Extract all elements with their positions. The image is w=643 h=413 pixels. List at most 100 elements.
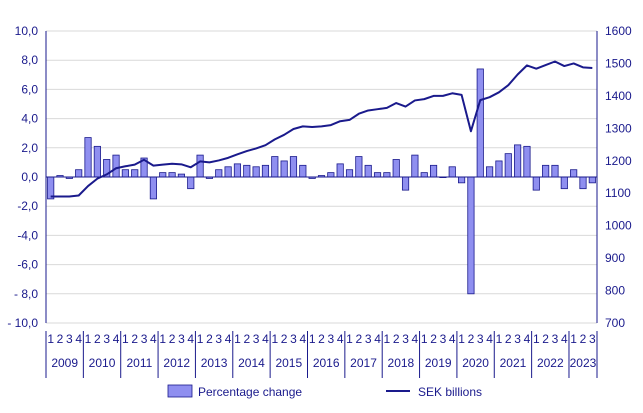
right-tick-label: 1300: [605, 121, 632, 135]
bar: [187, 176, 195, 190]
legend-swatch-percentage-change: [167, 384, 193, 398]
right-axis: 1600 1500 1400 1300 1200 1100 1000 900 800 700: [596, 24, 632, 330]
bar: [411, 154, 419, 178]
quarter-label: 3: [365, 332, 372, 346]
quarter-label: 4: [187, 332, 194, 346]
left-tick-label: 4,0: [21, 112, 38, 126]
quarter-label: 1: [496, 332, 503, 346]
quarter-label: 2: [542, 332, 549, 346]
quarter-label: 4: [486, 332, 493, 346]
line-series-sek-billions: [50, 60, 593, 198]
bar: [215, 169, 223, 178]
quarter-label: 4: [561, 332, 568, 346]
quarter-label: 2: [243, 332, 250, 346]
left-tick-label: - 10,0: [7, 316, 38, 330]
left-tick-label: 2,0: [21, 141, 38, 155]
right-tick-label: 700: [605, 316, 625, 330]
bar: [261, 164, 270, 178]
bar: [588, 176, 596, 184]
bar: [327, 172, 335, 178]
quarter-label: 1: [234, 332, 241, 346]
quarter-label: 2: [430, 332, 437, 346]
year-label: 2018: [388, 356, 415, 370]
left-tick-label: 8,0: [21, 53, 38, 67]
quarter-label: 1: [122, 332, 129, 346]
quarter-label: 3: [103, 332, 110, 346]
bar: [84, 137, 92, 178]
bar: [149, 176, 157, 200]
quarter-label: 3: [253, 332, 260, 346]
left-tick-label: -2,0: [17, 199, 38, 213]
year-label: 2010: [89, 356, 116, 370]
year-label: 2015: [275, 356, 302, 370]
year-label: 2023: [570, 356, 597, 370]
year-label: 2022: [537, 356, 564, 370]
quarter-label: 2: [131, 332, 138, 346]
legend: Percentage change SEK billions: [167, 384, 482, 399]
quarter-label: 2: [281, 332, 288, 346]
quarter-label: 3: [402, 332, 409, 346]
right-tick-label: 900: [605, 251, 625, 265]
year-label: 2009: [51, 356, 78, 370]
bar: [467, 176, 475, 295]
left-tick-label: - 8,0: [14, 287, 38, 301]
quarter-label: 4: [150, 332, 157, 346]
bar: [532, 176, 540, 191]
left-tick-label: -6,0: [17, 258, 38, 272]
quarter-label: 2: [505, 332, 512, 346]
quarter-label: 1: [159, 332, 166, 346]
bar: [75, 169, 83, 178]
bar: [233, 163, 242, 178]
quarter-label: 2: [318, 332, 325, 346]
bar: [299, 164, 307, 178]
year-label: 2020: [462, 356, 489, 370]
quarter-label: 4: [299, 332, 306, 346]
quarter-label: 1: [47, 332, 54, 346]
bar: [392, 159, 400, 178]
quarter-label: 2: [169, 332, 176, 346]
quarter-label: 3: [178, 332, 185, 346]
quarter-label: 1: [421, 332, 428, 346]
bar: [243, 164, 251, 178]
bar: [336, 163, 344, 178]
bar: [121, 169, 129, 178]
year-label: 2012: [163, 356, 190, 370]
quarter-label: 4: [337, 332, 344, 346]
quarter-label: 1: [271, 332, 278, 346]
bar-series-percentage-change: [47, 68, 596, 295]
legend-label-sek-billions: SEK billions: [418, 385, 482, 399]
left-tick-label: -4,0: [17, 228, 38, 242]
quarter-label: 2: [468, 332, 475, 346]
bar: [364, 164, 372, 178]
right-tick-label: 1500: [605, 56, 632, 70]
left-tick-label: 6,0: [21, 82, 38, 96]
year-label: 2014: [238, 356, 265, 370]
left-axis: 10,0 8,0 6,0 4,0 2,0 0,0 -2,0 -4,0 -6,0 - 8,0 - 10…: [7, 24, 47, 330]
quarter-label: 2: [94, 332, 101, 346]
quarter-label: 1: [197, 332, 204, 346]
quarter-label: 4: [449, 332, 456, 346]
legend-label-percentage-change: Percentage change: [198, 385, 302, 399]
bar: [486, 166, 494, 178]
bar: [355, 156, 363, 178]
bar: [168, 172, 176, 178]
right-tick-label: 1000: [605, 219, 632, 233]
quarter-label: 4: [262, 332, 269, 346]
bar: [280, 160, 288, 178]
right-tick-label: 800: [605, 284, 625, 298]
right-tick-label: 1600: [605, 24, 632, 38]
right-tick-label: 1100: [605, 186, 631, 200]
bar: [112, 154, 120, 178]
quarter-label: 4: [412, 332, 419, 346]
bar: [420, 172, 428, 178]
quarter-label: 1: [533, 332, 540, 346]
year-label: 2021: [500, 356, 527, 370]
left-tick-label: 0,0: [21, 170, 38, 184]
year-label: 2013: [201, 356, 228, 370]
quarter-label: 1: [458, 332, 465, 346]
quarter-label: 4: [374, 332, 381, 346]
quarter-label: 2: [580, 332, 587, 346]
bar: [93, 145, 101, 178]
quarter-label: 2: [356, 332, 363, 346]
bar: [401, 176, 410, 191]
